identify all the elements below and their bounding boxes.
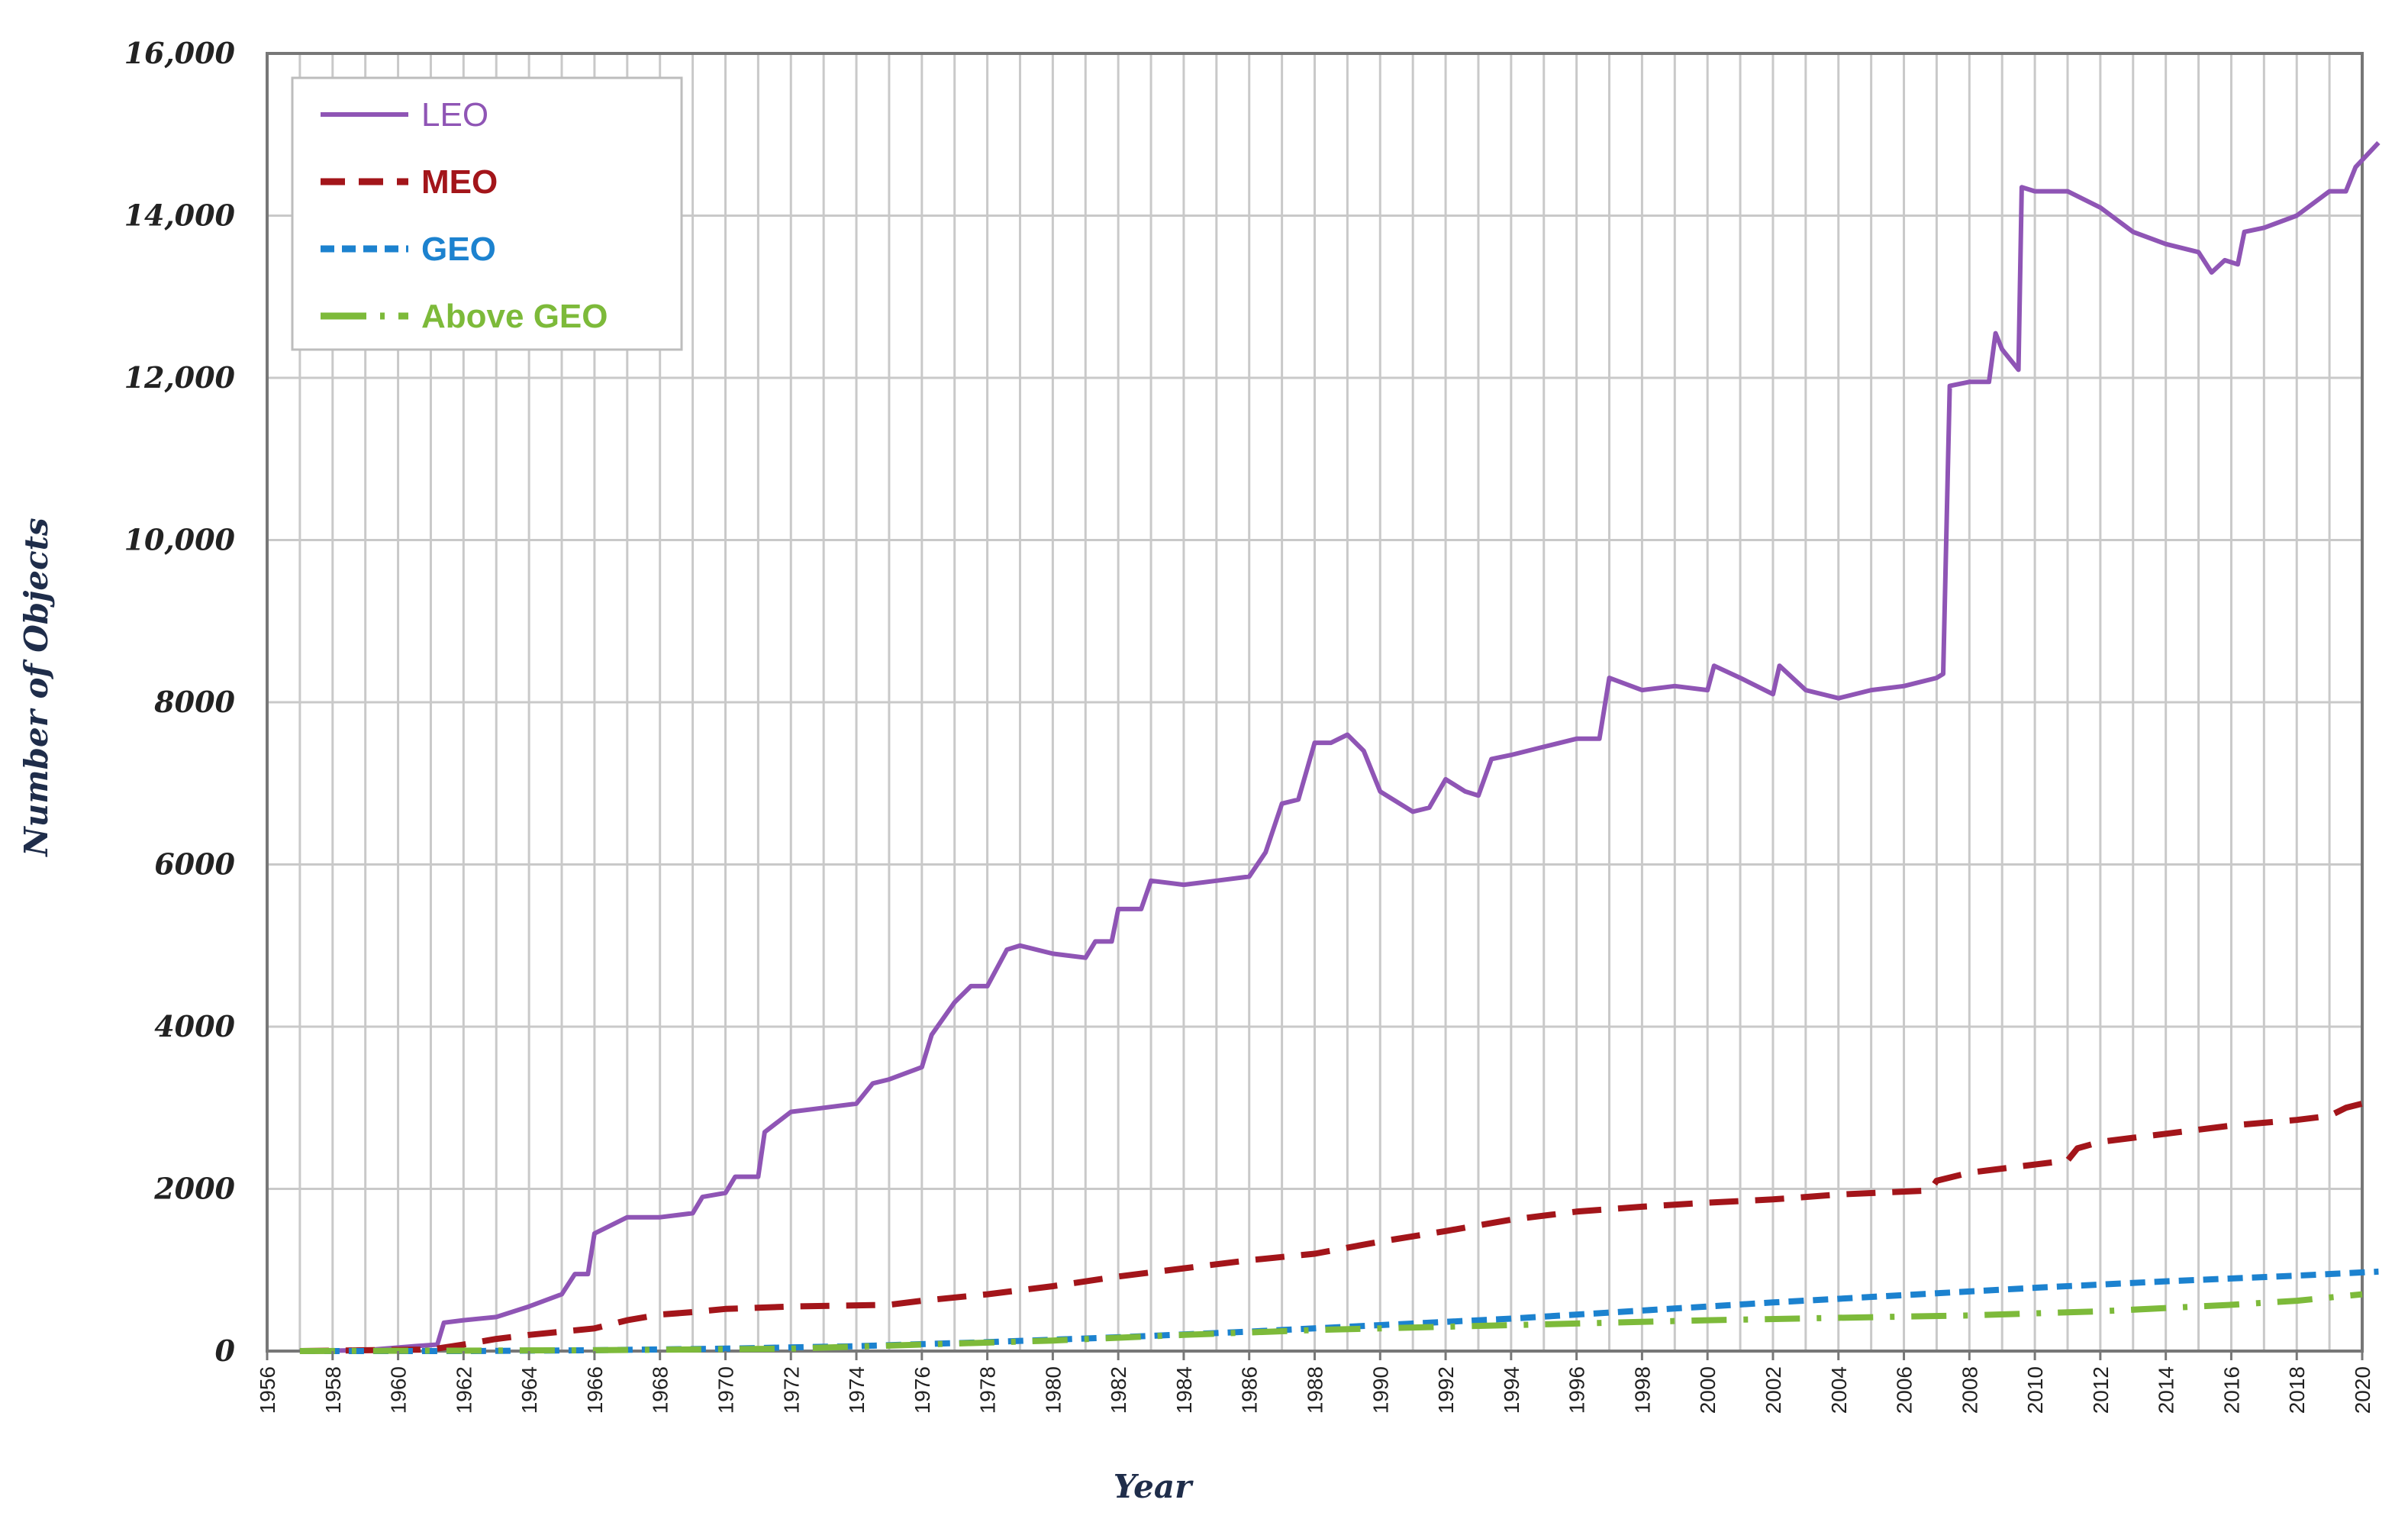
legend-label: GEO: [421, 231, 496, 268]
x-tick-label: 1984: [1172, 1366, 1196, 1414]
x-tick-label: 1974: [845, 1366, 869, 1414]
x-tick-label: 2008: [1958, 1366, 1981, 1414]
legend: LEO MEO GEO Above GEO: [291, 76, 683, 351]
x-tick-label: 2016: [2219, 1366, 2243, 1414]
x-tick-label: 1960: [387, 1366, 411, 1414]
x-tick-label: 1986: [1238, 1366, 1262, 1414]
series-line-meo: [299, 1101, 2363, 1354]
x-tick-label: 2010: [2023, 1366, 2047, 1414]
x-tick-label: 1962: [452, 1366, 475, 1414]
x-tick-label: 1964: [517, 1366, 541, 1414]
legend-label: LEO: [421, 96, 488, 134]
x-tick-label: 1978: [976, 1366, 1000, 1414]
x-axis-ticks: 1956 1958 1960 1962 1964 1966 1968 1970 1972 1974…: [256, 1351, 2374, 1414]
series-lines: [299, 140, 2381, 1354]
y-tick-label: 0: [215, 1334, 236, 1368]
x-tick-label: 2012: [2089, 1366, 2113, 1414]
y-tick-label: 10,000: [124, 523, 236, 557]
y-tick-label: 8000: [153, 685, 235, 719]
y-tick-label: 6000: [154, 847, 235, 882]
x-tick-label: 1992: [1434, 1366, 1458, 1414]
x-tick-label: 2020: [2351, 1366, 2374, 1414]
y-tick-label: 2000: [153, 1172, 235, 1206]
legend-label: Above GEO: [421, 298, 608, 335]
y-axis-ticks: 0 2000 4000 6000 8000 10,000 12,000 14,000 16,00…: [124, 36, 236, 1368]
x-tick-label: 2002: [1762, 1366, 1785, 1414]
x-tick-label: 1972: [779, 1366, 803, 1414]
x-tick-label: 1976: [911, 1366, 934, 1414]
y-axis-title: Number of Objects: [18, 518, 55, 857]
x-tick-label: 1998: [1630, 1366, 1654, 1414]
x-axis-title: Year: [1114, 1468, 1194, 1505]
legend-label: MEO: [421, 163, 498, 201]
series-line-above-geo: [299, 1291, 2363, 1354]
x-tick-label: 1996: [1565, 1366, 1589, 1414]
x-tick-label: 1968: [649, 1366, 672, 1414]
y-tick-label: 4000: [154, 1009, 235, 1043]
x-tick-label: 1958: [321, 1366, 345, 1414]
series-line-leo: [299, 140, 2381, 1353]
x-tick-label: 1990: [1368, 1366, 1392, 1414]
y-tick-label: 16,000: [124, 36, 236, 70]
x-tick-label: 2004: [1827, 1366, 1851, 1414]
x-tick-label: 1988: [1304, 1366, 1327, 1414]
x-tick-label: 1956: [256, 1366, 279, 1414]
x-tick-label: 2006: [1893, 1366, 1916, 1414]
x-tick-label: 2018: [2285, 1366, 2309, 1414]
y-tick-label: 12,000: [124, 360, 236, 395]
x-tick-label: 1970: [714, 1366, 737, 1414]
x-tick-label: 1966: [583, 1366, 607, 1414]
y-tick-label: 14,000: [124, 198, 236, 233]
legend-box: [291, 76, 683, 351]
x-tick-label: 2000: [1696, 1366, 1720, 1414]
x-tick-label: 1980: [1041, 1366, 1065, 1414]
x-tick-label: 1982: [1107, 1366, 1130, 1414]
x-tick-label: 2014: [2155, 1366, 2178, 1414]
x-tick-label: 1994: [1500, 1366, 1523, 1414]
